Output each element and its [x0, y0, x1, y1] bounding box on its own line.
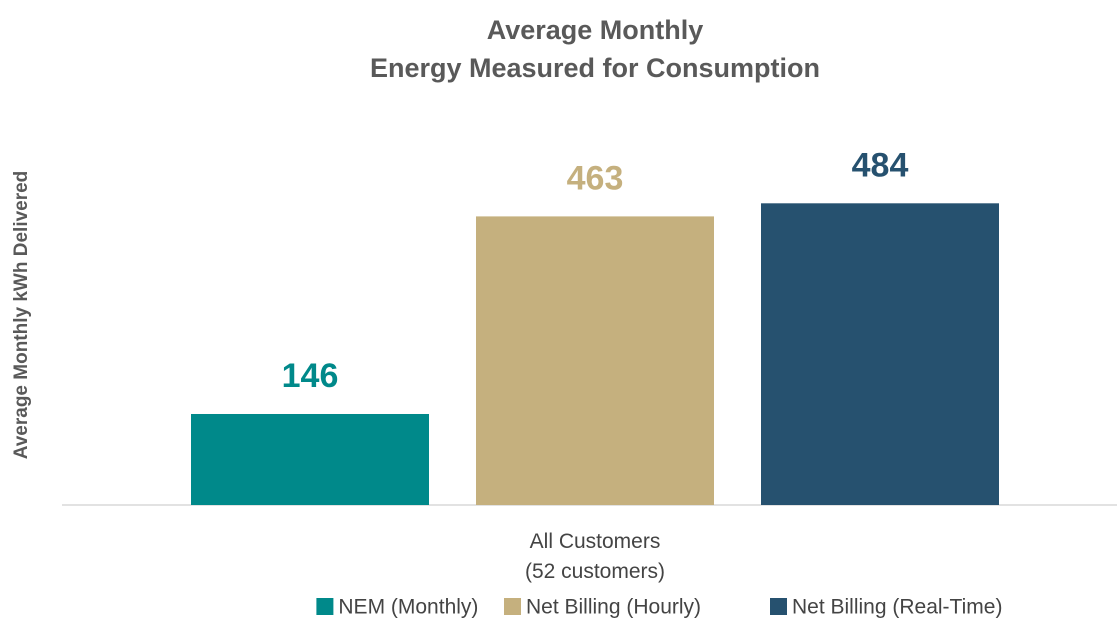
legend-swatch — [504, 598, 521, 615]
legend-label: Net Billing (Hourly) — [526, 596, 701, 619]
x-tick-label: All Customers (52 customers) — [524, 530, 666, 583]
legend-label: NEM (Monthly) — [338, 596, 478, 619]
chart-title: Average Monthly — [487, 15, 704, 45]
legend-label: Net Billing (Real-Time) — [792, 596, 1002, 619]
bar — [476, 216, 714, 505]
data-label: 463 — [567, 159, 624, 197]
bar — [761, 203, 999, 505]
bar — [191, 413, 429, 505]
legend-swatch — [770, 598, 787, 615]
data-label: 146 — [282, 357, 339, 395]
legend-swatch — [316, 598, 334, 615]
data-label: 484 — [852, 146, 909, 184]
y-axis-label: Average Monthly kWh Delivered — [11, 171, 32, 460]
chart-title: Energy Measured for Consumption — [370, 53, 820, 83]
